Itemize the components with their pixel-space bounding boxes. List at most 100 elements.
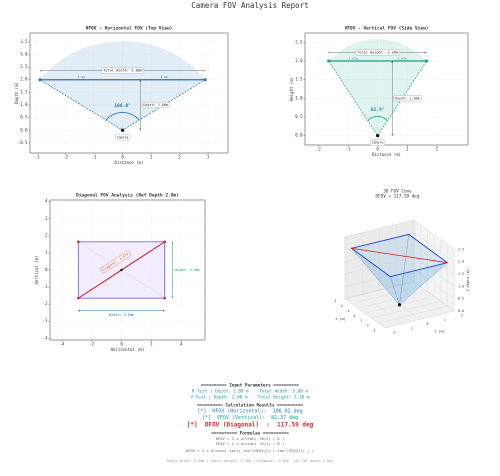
span-end xyxy=(203,78,207,82)
x-tick-label: 2 xyxy=(178,155,181,160)
y-tick-label: 1 xyxy=(444,318,446,322)
x-tick-label: 2 xyxy=(367,324,369,328)
camera xyxy=(120,128,125,132)
grid-line xyxy=(344,232,455,262)
span-label-box xyxy=(355,49,400,56)
half-label: 2.9m xyxy=(160,75,167,79)
chart-title: 3D FOV Cone xyxy=(383,189,412,195)
grid-line xyxy=(344,256,455,287)
x-tick-label: 0 xyxy=(376,147,379,152)
x-axis-label: Horizontal (m) xyxy=(111,347,145,352)
plot-area xyxy=(49,199,206,341)
summary-result: [*] HFOV (Horizontal): 106.92 deg xyxy=(197,409,302,415)
formula: VFOV = 2 x arctan( (H/2) / D ) xyxy=(216,441,285,446)
y-tick-label: 2.5 xyxy=(20,64,28,69)
half-label: 1.65m xyxy=(349,57,358,61)
grid-line xyxy=(344,219,455,250)
y-tick-label: 2.5 xyxy=(295,39,303,44)
x-tick-label: 1 xyxy=(360,319,362,323)
x-tick-label: -3 xyxy=(35,155,40,160)
z-tick-label: 1.5 xyxy=(458,272,464,276)
grid-line xyxy=(344,269,455,299)
half-label: 1.65m xyxy=(398,57,407,61)
summary-result: [*] DFOV (Diagonal) : 117.59 deg xyxy=(187,422,314,429)
y-tick-label: 3 xyxy=(45,216,48,221)
diagonal-line xyxy=(351,247,448,264)
y-tick-label: 0 xyxy=(45,267,48,272)
x-tick-label: -1 xyxy=(346,147,351,152)
width-label: Width: 5.80m xyxy=(109,313,134,317)
cone-edge xyxy=(399,262,448,305)
y-axis-label: Depth (m) xyxy=(14,82,19,104)
y-axis-label: Vertical (m) xyxy=(34,256,39,285)
x-tick-label: -2 xyxy=(316,147,321,152)
y-axis-label: Height (m) xyxy=(289,77,294,101)
x-tick-label: -2 xyxy=(63,155,68,160)
span-end xyxy=(425,59,428,63)
x-axis-label: X (m) xyxy=(336,317,346,321)
camera-label: Camera xyxy=(117,135,129,139)
y-axis-label: Y (m) xyxy=(434,330,444,334)
camera xyxy=(397,303,402,307)
y-tick-label: -2 xyxy=(43,301,48,306)
z-tick-label: 2.0 xyxy=(458,260,464,264)
summary-line: H-Test | Depth: 2.00 m Total Width: 5.80… xyxy=(192,389,309,395)
y-tick-label: -0.5 xyxy=(18,140,28,145)
corner xyxy=(77,240,80,244)
plot-area xyxy=(304,32,469,146)
plot-area xyxy=(29,32,229,154)
x-tick-label: 2 xyxy=(150,342,153,347)
diagonal-label-box xyxy=(100,250,131,274)
x-tick-label: 1 xyxy=(406,147,409,152)
x-tick-label: 1 xyxy=(150,155,153,160)
chart-title: Diagonal FOV Analysis (Ref Depth 2.0m) xyxy=(76,193,179,199)
y-tick-label: -1 xyxy=(43,284,48,289)
formula: HFOV = 2 x arctan( (W/2) / D ) xyxy=(216,436,285,441)
x-tick-label: 2 xyxy=(436,147,439,152)
angle-label: 82.4° xyxy=(371,107,385,113)
summary-line: V-Test | Depth: 2.00 m Total Height: 3.3… xyxy=(191,395,310,401)
depth-label: Depth: 2.00m xyxy=(143,103,168,107)
x-axis-label: Distance (m) xyxy=(115,160,144,165)
depth-label-box xyxy=(141,102,170,108)
x-axis-label: Distance (m) xyxy=(372,152,401,157)
chart-subtitle: DFOV = 117.59 deg xyxy=(376,194,420,200)
y-tick-label: 0.5 xyxy=(295,114,303,119)
fov-sector xyxy=(328,38,427,136)
z-axis-label: Z Depth (m) xyxy=(466,269,470,291)
y-tick-label: 1.0 xyxy=(20,102,28,107)
camera xyxy=(376,134,380,138)
summary: ========== Input Parameters ========== H… xyxy=(167,383,333,464)
depth-label-box xyxy=(393,95,422,102)
depth-label: Depth: 2.00m xyxy=(395,96,420,100)
x-tick-label: -1 xyxy=(92,155,97,160)
span-end xyxy=(327,59,331,63)
fov-sector xyxy=(39,41,206,131)
angle-arc xyxy=(105,112,140,121)
y-tick-label: 0.0 xyxy=(295,133,303,138)
y-tick-label: 2.0 xyxy=(20,77,28,82)
chart-title: HFOV - Horizontal FOV (Top View) xyxy=(86,26,173,32)
span-end xyxy=(38,78,42,82)
y-tick-label: 1 xyxy=(45,250,48,255)
angle-arc xyxy=(367,115,388,122)
y-tick-label: 4 xyxy=(45,199,48,204)
span-label: Total Height: 3.30m xyxy=(357,51,398,55)
y-tick-label: -2 xyxy=(392,331,396,335)
cone-edge xyxy=(399,234,409,305)
cross-diagonal xyxy=(78,241,165,299)
camera-label-box xyxy=(115,134,131,141)
x-tick-label: -2 xyxy=(339,304,343,308)
half-label: 2.9m xyxy=(78,75,85,79)
summary-heading: ========== Input Parameters ========== xyxy=(201,383,300,389)
footer: Equiv Width: 5.80m | Equiv Height: 3.30m… xyxy=(167,459,333,463)
summary-heading: ========== Formulas ========== xyxy=(211,431,289,437)
center xyxy=(120,268,123,272)
z-tick-label: 0.0 xyxy=(458,309,464,313)
y-tick-label: 2 xyxy=(45,233,48,238)
y-tick-label: 0.5 xyxy=(20,115,28,120)
cone-edge xyxy=(390,276,400,305)
chart-title: VFOV - Vertical FOV (Side View) xyxy=(345,26,429,32)
y-tick-label: 0.0 xyxy=(20,127,28,132)
